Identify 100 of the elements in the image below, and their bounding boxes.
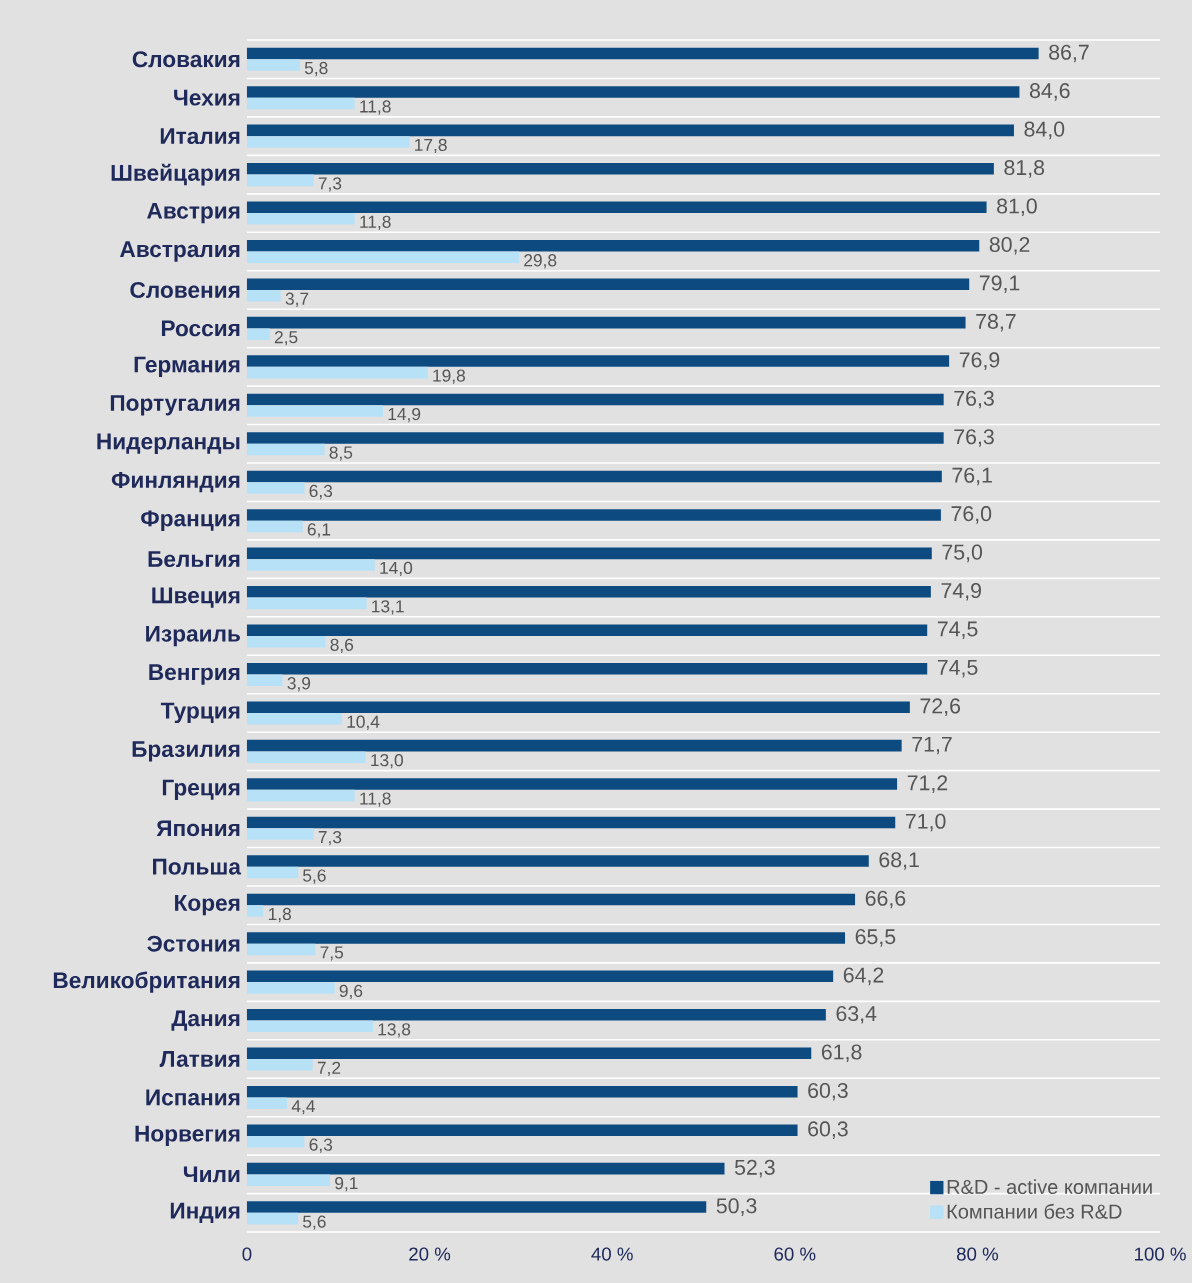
- data-label: 13,1: [372, 600, 404, 615]
- y-tick-label: Швейцария: [111, 163, 240, 186]
- data-label: 61,8: [821, 1044, 862, 1063]
- bar: [246, 213, 355, 225]
- bar: [246, 316, 966, 329]
- data-label: 11,8: [360, 215, 391, 230]
- bar: [246, 289, 281, 302]
- data-label: 68,1: [879, 852, 919, 870]
- bar: [246, 905, 264, 917]
- data-label: 86,7: [1049, 44, 1089, 63]
- bar: [246, 816, 896, 829]
- bar: [246, 1212, 299, 1225]
- data-label: 63,4: [836, 1006, 877, 1024]
- bar: [246, 1162, 725, 1175]
- bar: [246, 932, 846, 944]
- bar: [246, 124, 1014, 137]
- data-label: 1,8: [268, 907, 291, 923]
- bar: [246, 509, 941, 521]
- bar: [246, 393, 944, 406]
- data-label: 9,1: [335, 1177, 358, 1192]
- data-label: 81,8: [1004, 160, 1045, 178]
- data-label: 79,1: [979, 275, 1020, 293]
- bar: [246, 201, 987, 214]
- data-label: 76,3: [954, 390, 994, 409]
- bar: [246, 239, 980, 252]
- y-tick-label: Италия: [160, 128, 240, 145]
- bar: [246, 278, 970, 290]
- y-tick-label: Чехия: [174, 89, 240, 106]
- data-label: 66,6: [865, 890, 906, 909]
- data-label: 7,3: [318, 830, 342, 846]
- bar: [246, 1174, 331, 1186]
- y-tick-label: Великобритания: [53, 971, 240, 993]
- bar: [246, 443, 325, 456]
- y-tick-label: Португалия: [110, 395, 240, 416]
- y-tick-label: Чили: [183, 1166, 240, 1183]
- data-label: 2,5: [274, 331, 298, 346]
- data-label: 75,0: [942, 544, 983, 563]
- legend-label: R&D - active компании: [947, 1179, 1152, 1195]
- bar: [246, 1085, 798, 1098]
- data-label: 76,9: [959, 352, 1000, 370]
- bar: [246, 586, 931, 598]
- data-label: 71,7: [912, 736, 952, 755]
- bar: [246, 855, 869, 867]
- data-label: 6,3: [309, 1138, 333, 1153]
- bar: [246, 739, 902, 752]
- data-label: 8,5: [329, 446, 353, 461]
- bar: [246, 1135, 305, 1148]
- data-label: 11,8: [360, 792, 391, 807]
- data-label: 3,7: [285, 292, 309, 307]
- data-label: 11,8: [360, 100, 391, 115]
- x-tick-label: 80 %: [956, 1247, 999, 1261]
- y-tick-label: Франция: [141, 510, 240, 531]
- data-label: 5,8: [304, 61, 328, 77]
- data-label: 71,0: [905, 813, 946, 832]
- bar: [246, 893, 856, 906]
- data-label: 9,6: [339, 984, 363, 1000]
- data-label: 76,0: [951, 506, 992, 524]
- bar: [246, 520, 303, 533]
- bar: [246, 470, 942, 483]
- data-label: 80,2: [989, 236, 1030, 255]
- data-label: 74,9: [941, 583, 981, 601]
- bar: [246, 712, 342, 725]
- x-tick-label: 100 %: [1135, 1247, 1186, 1261]
- data-label: 64,2: [843, 967, 884, 986]
- data-label: 13,0: [371, 754, 403, 769]
- bar: [246, 789, 355, 802]
- data-label: 72,6: [920, 698, 961, 716]
- data-label: 6,3: [309, 484, 333, 500]
- x-tick-label: 20 %: [409, 1247, 451, 1261]
- data-label: 19,8: [433, 369, 465, 384]
- data-label: 71,2: [907, 775, 948, 793]
- data-label: 3,9: [287, 677, 311, 692]
- bar: [246, 86, 1020, 98]
- y-tick-label: Эстония: [147, 935, 240, 952]
- data-label: 5,6: [303, 1215, 326, 1230]
- bar: [246, 328, 270, 340]
- y-tick-label: Венгрия: [149, 664, 240, 685]
- data-label: 52,3: [734, 1159, 775, 1178]
- y-tick-label: Австрия: [146, 202, 240, 224]
- bar: [246, 828, 314, 840]
- bar: [246, 163, 994, 175]
- bar: [246, 751, 366, 763]
- y-tick-label: Россия: [161, 320, 240, 337]
- data-label: 4,4: [291, 1100, 315, 1115]
- bar: [246, 1124, 798, 1136]
- bar: [246, 1009, 826, 1021]
- bar: [246, 624, 928, 637]
- data-label: 5,6: [303, 869, 326, 884]
- data-label: 8,6: [330, 638, 354, 653]
- data-label: 84,0: [1024, 121, 1065, 140]
- bar: [246, 482, 305, 494]
- bar: [246, 1020, 373, 1033]
- data-label: 60,3: [808, 1082, 848, 1101]
- data-label: 76,3: [954, 429, 994, 447]
- data-label: 10,4: [347, 715, 380, 730]
- bar: [246, 1047, 812, 1060]
- bar: [246, 636, 326, 648]
- bar: [246, 47, 1039, 60]
- x-tick-label: 40 %: [591, 1247, 633, 1261]
- data-label: 14,9: [388, 407, 421, 423]
